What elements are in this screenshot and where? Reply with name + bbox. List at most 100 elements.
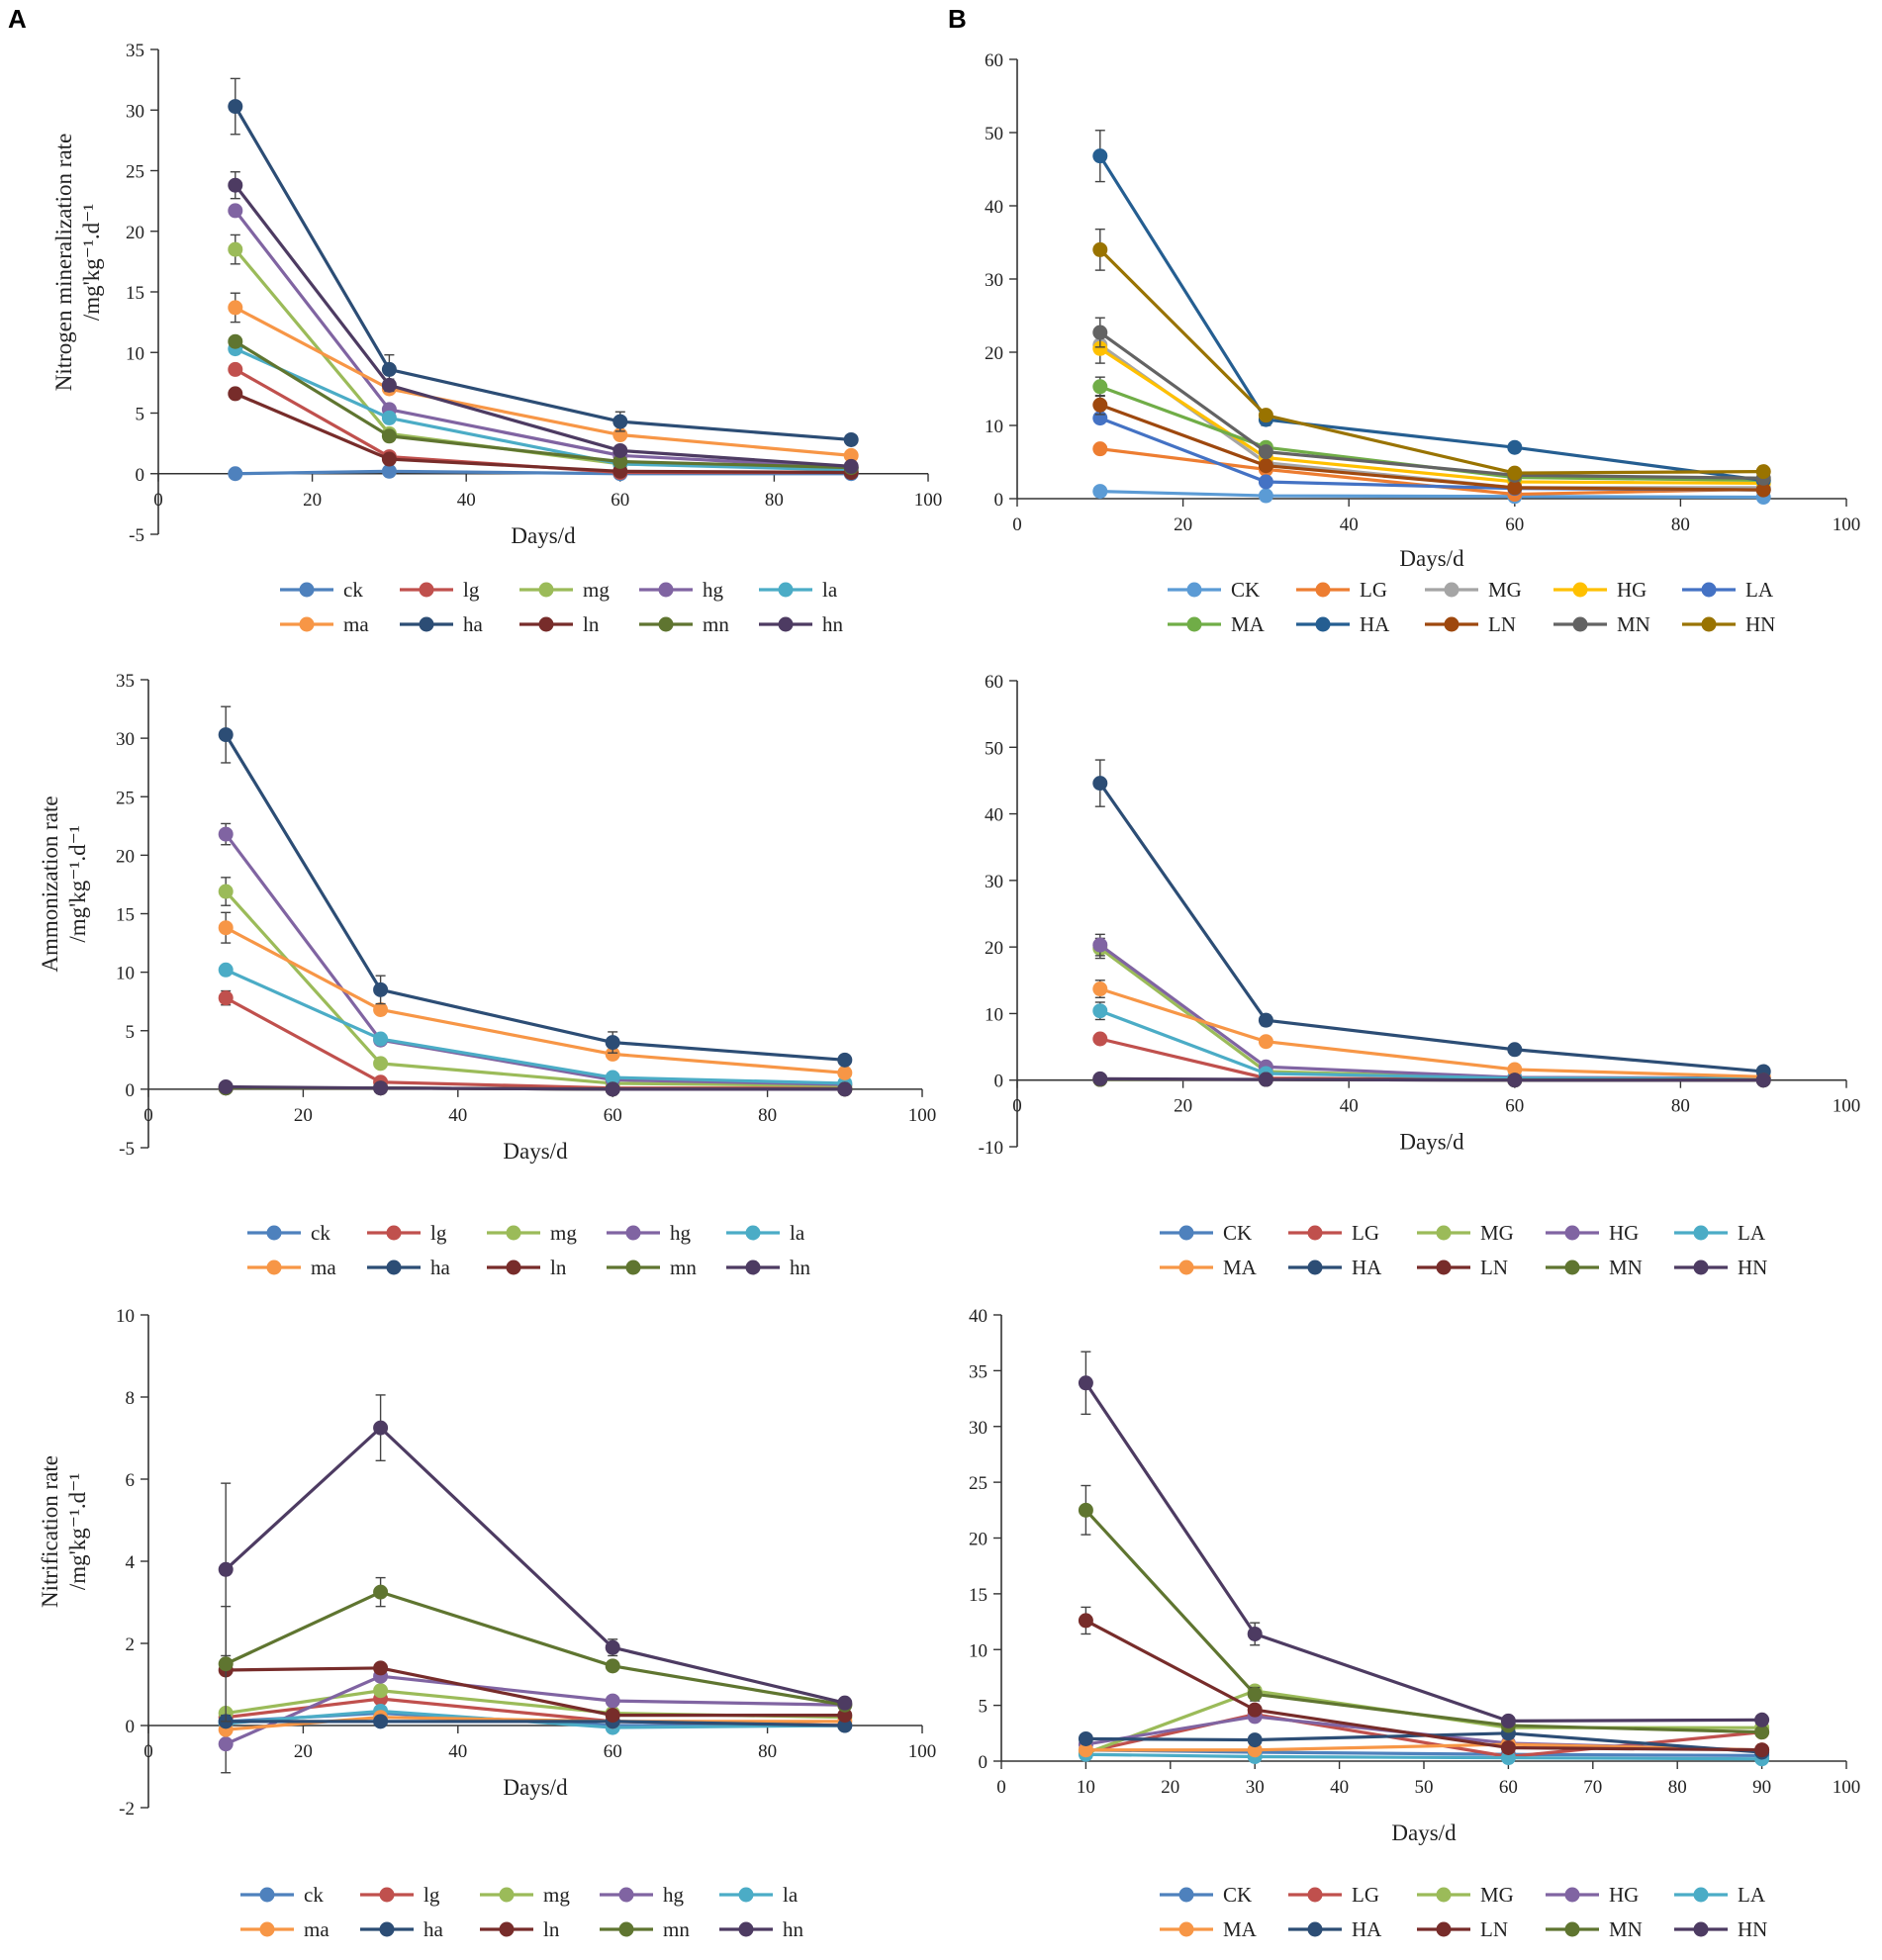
y-tick-label: 30 [969, 1418, 988, 1439]
y-tick-label: 60 [985, 672, 1003, 693]
legend-marker [538, 616, 554, 632]
data-point-lg [228, 361, 243, 377]
x-tick-label: 60 [1499, 1777, 1518, 1798]
x-tick-label: 40 [457, 490, 476, 511]
legend-label-lg: lg [423, 1883, 440, 1907]
legend-label-hn: hn [790, 1256, 811, 1279]
legend-label-HN: HN [1738, 1917, 1767, 1941]
data-point-ha [837, 1052, 853, 1068]
data-point-HA [1258, 1012, 1273, 1028]
data-point-HN [1247, 1626, 1263, 1641]
series-line-HN [1084, 1381, 1762, 1724]
legend-marker [1186, 582, 1202, 598]
data-point-LN [1755, 482, 1771, 498]
x-tick-label: 80 [1668, 1777, 1687, 1798]
x-tick-label: 60 [1505, 514, 1524, 535]
y-tick-label: 25 [126, 162, 144, 183]
series-line-HN [1099, 1076, 1764, 1082]
legend-marker [538, 582, 554, 598]
legend-label-LN: LN [1480, 1256, 1508, 1279]
legend-label-ck: ck [343, 578, 363, 602]
series-line-mn [234, 339, 852, 470]
data-point-MN [1078, 1502, 1093, 1518]
x-axis-label: Days/d [503, 1139, 568, 1164]
legend-label-hg: hg [670, 1221, 692, 1245]
legend-label-lg: lg [463, 578, 480, 602]
data-point-hg [605, 1693, 620, 1709]
x-tick-label: 60 [604, 1741, 622, 1762]
series-line-ha [234, 105, 852, 442]
data-point-LN [1754, 1742, 1770, 1758]
series-line-HG [1098, 346, 1764, 486]
series-line-ln [226, 1666, 845, 1718]
x-tick-label: 60 [604, 1105, 622, 1126]
legend-marker [618, 1887, 634, 1903]
data-point-HN [1258, 1072, 1273, 1087]
x-tick-label: 40 [1340, 1096, 1359, 1117]
data-point-LN [1247, 1702, 1263, 1718]
data-point-hn [612, 442, 628, 458]
data-point-HN [1258, 408, 1273, 423]
legend-marker [778, 582, 794, 598]
legend-label-LA: LA [1738, 1883, 1766, 1907]
legend-label-hg: hg [663, 1883, 685, 1907]
data-point-HA [1507, 439, 1523, 455]
legend-label-lg: lg [430, 1221, 447, 1245]
legend-marker [738, 1887, 754, 1903]
y-axis-label: /mg'kg⁻¹.d⁻¹ [65, 825, 90, 942]
x-axis-label: Days/d [1399, 546, 1464, 571]
legend-marker [1701, 616, 1717, 632]
x-tick-label: 100 [908, 1105, 937, 1126]
legend-marker [506, 1260, 521, 1275]
legend-marker [1572, 582, 1588, 598]
series-line-hn [234, 184, 852, 468]
series-line-ln [235, 392, 852, 475]
data-point-ck [381, 463, 397, 479]
series-line-hn [226, 1084, 845, 1091]
data-point-LA [1092, 1003, 1108, 1019]
series-line-MA [1085, 1742, 1762, 1752]
legend-label-mn: mn [670, 1256, 697, 1279]
y-tick-label: 6 [126, 1470, 136, 1491]
y-tick-label: 20 [985, 938, 1003, 959]
data-point-HN [1755, 464, 1771, 480]
data-point-ln [228, 386, 243, 402]
legend-marker [386, 1225, 402, 1241]
legend-marker [379, 1887, 395, 1903]
data-point-HN [1092, 241, 1108, 257]
legend-label-HG: HG [1617, 578, 1647, 602]
data-point-hn [228, 177, 243, 193]
y-tick-label: 40 [985, 805, 1003, 826]
y-tick-label: -2 [119, 1799, 135, 1820]
data-point-ha [605, 1035, 620, 1051]
data-point-MN [1258, 444, 1273, 460]
y-tick-label: 50 [985, 738, 1003, 759]
legend-marker [1178, 1225, 1194, 1241]
data-point-mn [228, 333, 243, 349]
chart-b1: 0 10 20 30 40 50 60 0 20 40 60 80 100 Days/d CK LG MG HG L… [985, 50, 1860, 636]
x-tick-label: 20 [294, 1105, 313, 1126]
series-line-HG [1098, 943, 1764, 1080]
y-tick-label: 25 [969, 1473, 988, 1494]
series-line-hg [234, 209, 852, 470]
y-tick-label: 50 [985, 124, 1003, 144]
data-point-mn [218, 1656, 234, 1672]
chart-b3: 0 5 10 15 20 25 30 35 40 0 10 20 30 40 50 60 70 80 90 100 Da… [969, 1306, 1860, 1941]
legend-label-HN: HN [1745, 612, 1775, 636]
y-tick-label: 60 [985, 50, 1003, 71]
series-line-mg [225, 889, 845, 1087]
legend-marker [299, 582, 315, 598]
y-tick-label: 40 [985, 197, 1003, 218]
legend-label-ck: ck [304, 1883, 324, 1907]
legend-label-CK: CK [1231, 578, 1260, 602]
x-tick-label: 40 [1340, 514, 1359, 535]
y-axis-label: Nitrification rate [38, 1455, 62, 1608]
x-tick-label: 100 [1833, 514, 1861, 535]
x-tick-label: 0 [1012, 1096, 1022, 1117]
chart-a1: -5 0 5 10 15 20 25 30 35 0 20 40 60 80 100 Days/d Nitrog… [51, 41, 942, 636]
legend-label-HN: HN [1738, 1256, 1767, 1279]
x-tick-label: 100 [1833, 1096, 1861, 1117]
legend-marker [1564, 1921, 1580, 1937]
data-point-hn [218, 1561, 234, 1577]
x-tick-label: 60 [611, 490, 629, 511]
